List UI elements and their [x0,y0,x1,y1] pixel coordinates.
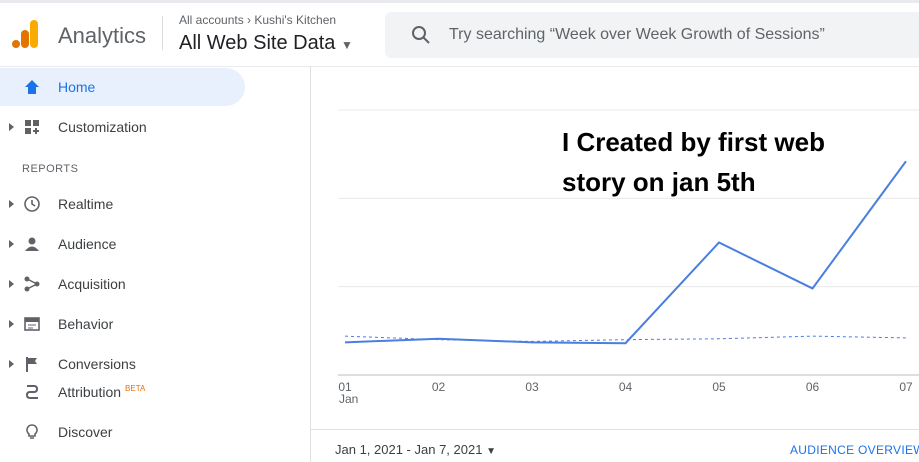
expand-caret[interactable] [9,280,14,288]
expand-caret[interactable] [9,320,14,328]
nav-item[interactable]: Behavior [58,316,114,332]
breadcrumb[interactable]: All accounts › Kushi's Kitchen [179,13,337,27]
nav-item[interactable]: Audience [58,236,117,252]
date-range[interactable]: Jan 1, 2021 - Jan 7, 2021 ▼ [335,442,496,457]
expand-caret[interactable] [9,240,14,248]
x-tick-label: 01 [338,380,352,394]
breadcrumb-item[interactable]: All accounts [179,13,244,27]
x-tick-label: 05 [712,380,726,394]
divider [162,16,163,50]
sidebar-border [310,66,311,462]
report-icon [26,357,37,372]
top-strip [0,0,919,3]
x-tick-label: 04 [619,380,633,394]
attribution-icon [25,385,39,399]
nav-item[interactable]: Acquisition [58,276,126,292]
annotation: I Created by first web story on jan 5th [562,127,825,197]
report-icon [25,237,39,251]
series-line [344,160,907,345]
report-icon [24,196,40,212]
search-bar[interactable]: Try searching “Week over Week Growth of … [385,12,919,58]
nav-label: Attribution [58,384,122,400]
view-selector[interactable]: All Web Site Data ▼ [179,32,353,54]
nav-item[interactable]: Attribution BETA [58,384,145,400]
x-tick-label: 03 [525,380,539,394]
expand-caret[interactable] [9,360,14,368]
product-name: Analytics [58,23,147,48]
view-name: All Web Site Data [179,32,336,54]
breadcrumb-item[interactable]: Kushi's Kitchen [254,13,337,27]
nav-item[interactable]: Realtime [58,196,114,212]
report-icon [24,276,40,292]
customization-icon [25,120,39,134]
x-tick-label: 02 [432,380,446,394]
nav-item[interactable]: Conversions [58,356,136,372]
beta-badge: BETA [125,384,146,394]
nav-item[interactable]: Home [58,79,96,95]
x-tick-label: 06 [806,380,820,394]
footer-border [311,429,919,430]
search-placeholder: Try searching “Week over Week Growth of … [449,26,825,43]
overview-link[interactable]: AUDIENCE OVERVIEW [790,443,919,457]
nav-item[interactable]: Discover [58,424,113,440]
home-icon [25,80,39,94]
nav-item[interactable]: Customization [58,119,147,135]
search-icon [412,26,430,44]
report-icon [24,317,40,331]
date-range-text: Jan 1, 2021 - Jan 7, 2021 [335,442,483,457]
logo [12,20,38,48]
active-highlight [0,68,245,106]
section-label: REPORTS [22,163,79,175]
discover-icon [26,424,38,439]
chart: 01 02 03 04 05 06 07 Jan [338,109,919,406]
expand-caret[interactable] [9,123,14,131]
expand-caret[interactable] [9,200,14,208]
header-border [0,66,919,67]
x-month-label: Jan [339,392,358,406]
x-tick-label: 07 [899,380,913,394]
